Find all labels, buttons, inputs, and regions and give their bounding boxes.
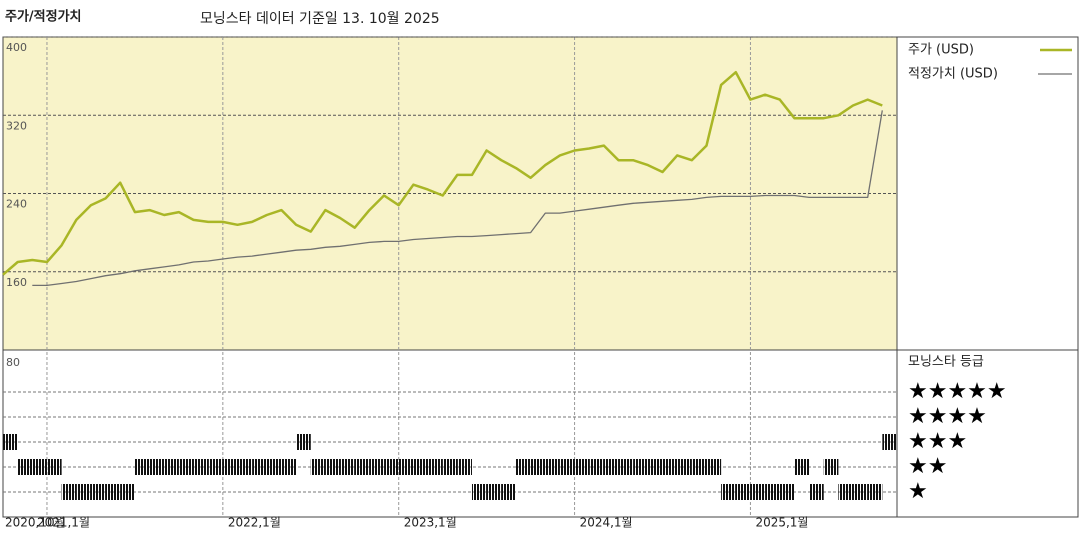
rating-block xyxy=(633,459,648,475)
rating-block xyxy=(222,459,238,475)
rating-block xyxy=(618,459,634,475)
rating-block xyxy=(398,459,414,475)
series-line xyxy=(2,70,883,276)
rating-block xyxy=(545,459,560,475)
rating-block xyxy=(501,484,516,500)
rating-block xyxy=(252,459,267,475)
rating-block xyxy=(765,484,780,500)
rating-block xyxy=(735,484,751,500)
rating-block xyxy=(61,484,77,500)
legend-label: 주가 (USD) xyxy=(908,43,974,58)
y-tick-label: 160 xyxy=(6,276,27,289)
rating-block xyxy=(486,484,502,500)
rating-label: ★★★★★ xyxy=(908,379,1007,404)
rating-block xyxy=(530,459,546,475)
rating-block xyxy=(281,459,297,475)
rating-block xyxy=(677,459,692,475)
rating-block xyxy=(134,459,150,475)
rating-block xyxy=(90,484,106,500)
rating-block xyxy=(149,459,165,475)
rating-block xyxy=(779,484,795,500)
y-tick-label: 240 xyxy=(6,198,27,211)
rating-block xyxy=(3,434,18,450)
rating-block xyxy=(105,484,121,500)
rating-block xyxy=(296,434,311,450)
x-tick-label: 2025,1월 xyxy=(755,516,808,530)
rating-block xyxy=(853,484,868,500)
x-tick-label: 2024,1월 xyxy=(580,516,633,530)
rating-block xyxy=(457,459,472,475)
rating-block xyxy=(384,459,399,475)
y-tick-label: 400 xyxy=(6,41,27,54)
chart-subtitle: 모닝스타 데이터 기준일 13. 10월 2025 xyxy=(200,11,440,27)
rating-block xyxy=(266,459,282,475)
rating-block xyxy=(706,459,722,475)
rating-block xyxy=(574,459,590,475)
rating-block xyxy=(237,459,253,475)
rating-block xyxy=(208,459,223,475)
rating-block xyxy=(178,459,194,475)
rating-block xyxy=(310,459,326,475)
rating-block xyxy=(46,459,62,475)
rating-block xyxy=(354,459,370,475)
series-line xyxy=(32,110,883,287)
rating-label: ★ xyxy=(908,479,928,504)
rating-label: ★★ xyxy=(908,454,947,479)
rating-block xyxy=(867,484,883,500)
y-tick-label: 320 xyxy=(6,119,27,132)
rating-block xyxy=(823,459,839,475)
rating-block xyxy=(17,459,33,475)
legend-label: 적정가치 (USD) xyxy=(908,67,998,82)
x-tick-label: 2020,10월 xyxy=(5,516,66,530)
rating-block xyxy=(325,459,341,475)
rating-block xyxy=(442,459,458,475)
rating-block xyxy=(721,484,736,500)
rating-block xyxy=(76,484,91,500)
x-tick-label: 2023,1월 xyxy=(404,516,457,530)
rating-block xyxy=(589,459,604,475)
rating-block xyxy=(559,459,575,475)
rating-block xyxy=(809,484,824,500)
rating-title: 모닝스타 등급 xyxy=(908,355,984,370)
rating-block xyxy=(413,459,429,475)
chart-title: 주가/적정가치 xyxy=(5,9,82,25)
rating-block xyxy=(794,459,810,475)
rating-block xyxy=(750,484,766,500)
x-tick-label: 2021,1월 xyxy=(37,516,90,530)
rating-block xyxy=(120,484,135,500)
rating-block xyxy=(647,459,663,475)
rating-block xyxy=(882,434,897,450)
rating-block xyxy=(369,459,385,475)
rating-block xyxy=(164,459,179,475)
rating-block xyxy=(428,459,443,475)
rating-block xyxy=(193,459,209,475)
corner-label: 80 xyxy=(6,356,20,369)
rating-block xyxy=(838,484,854,500)
rating-block xyxy=(515,459,531,475)
rating-block xyxy=(662,459,678,475)
rating-block xyxy=(603,459,619,475)
rating-label: ★★★★ xyxy=(908,404,987,429)
rating-block xyxy=(32,459,47,475)
rating-block xyxy=(340,459,355,475)
rating-block xyxy=(471,484,487,500)
rating-block xyxy=(691,459,707,475)
x-tick-label: 2022,1월 xyxy=(228,516,281,530)
rating-label: ★★★ xyxy=(908,429,967,454)
